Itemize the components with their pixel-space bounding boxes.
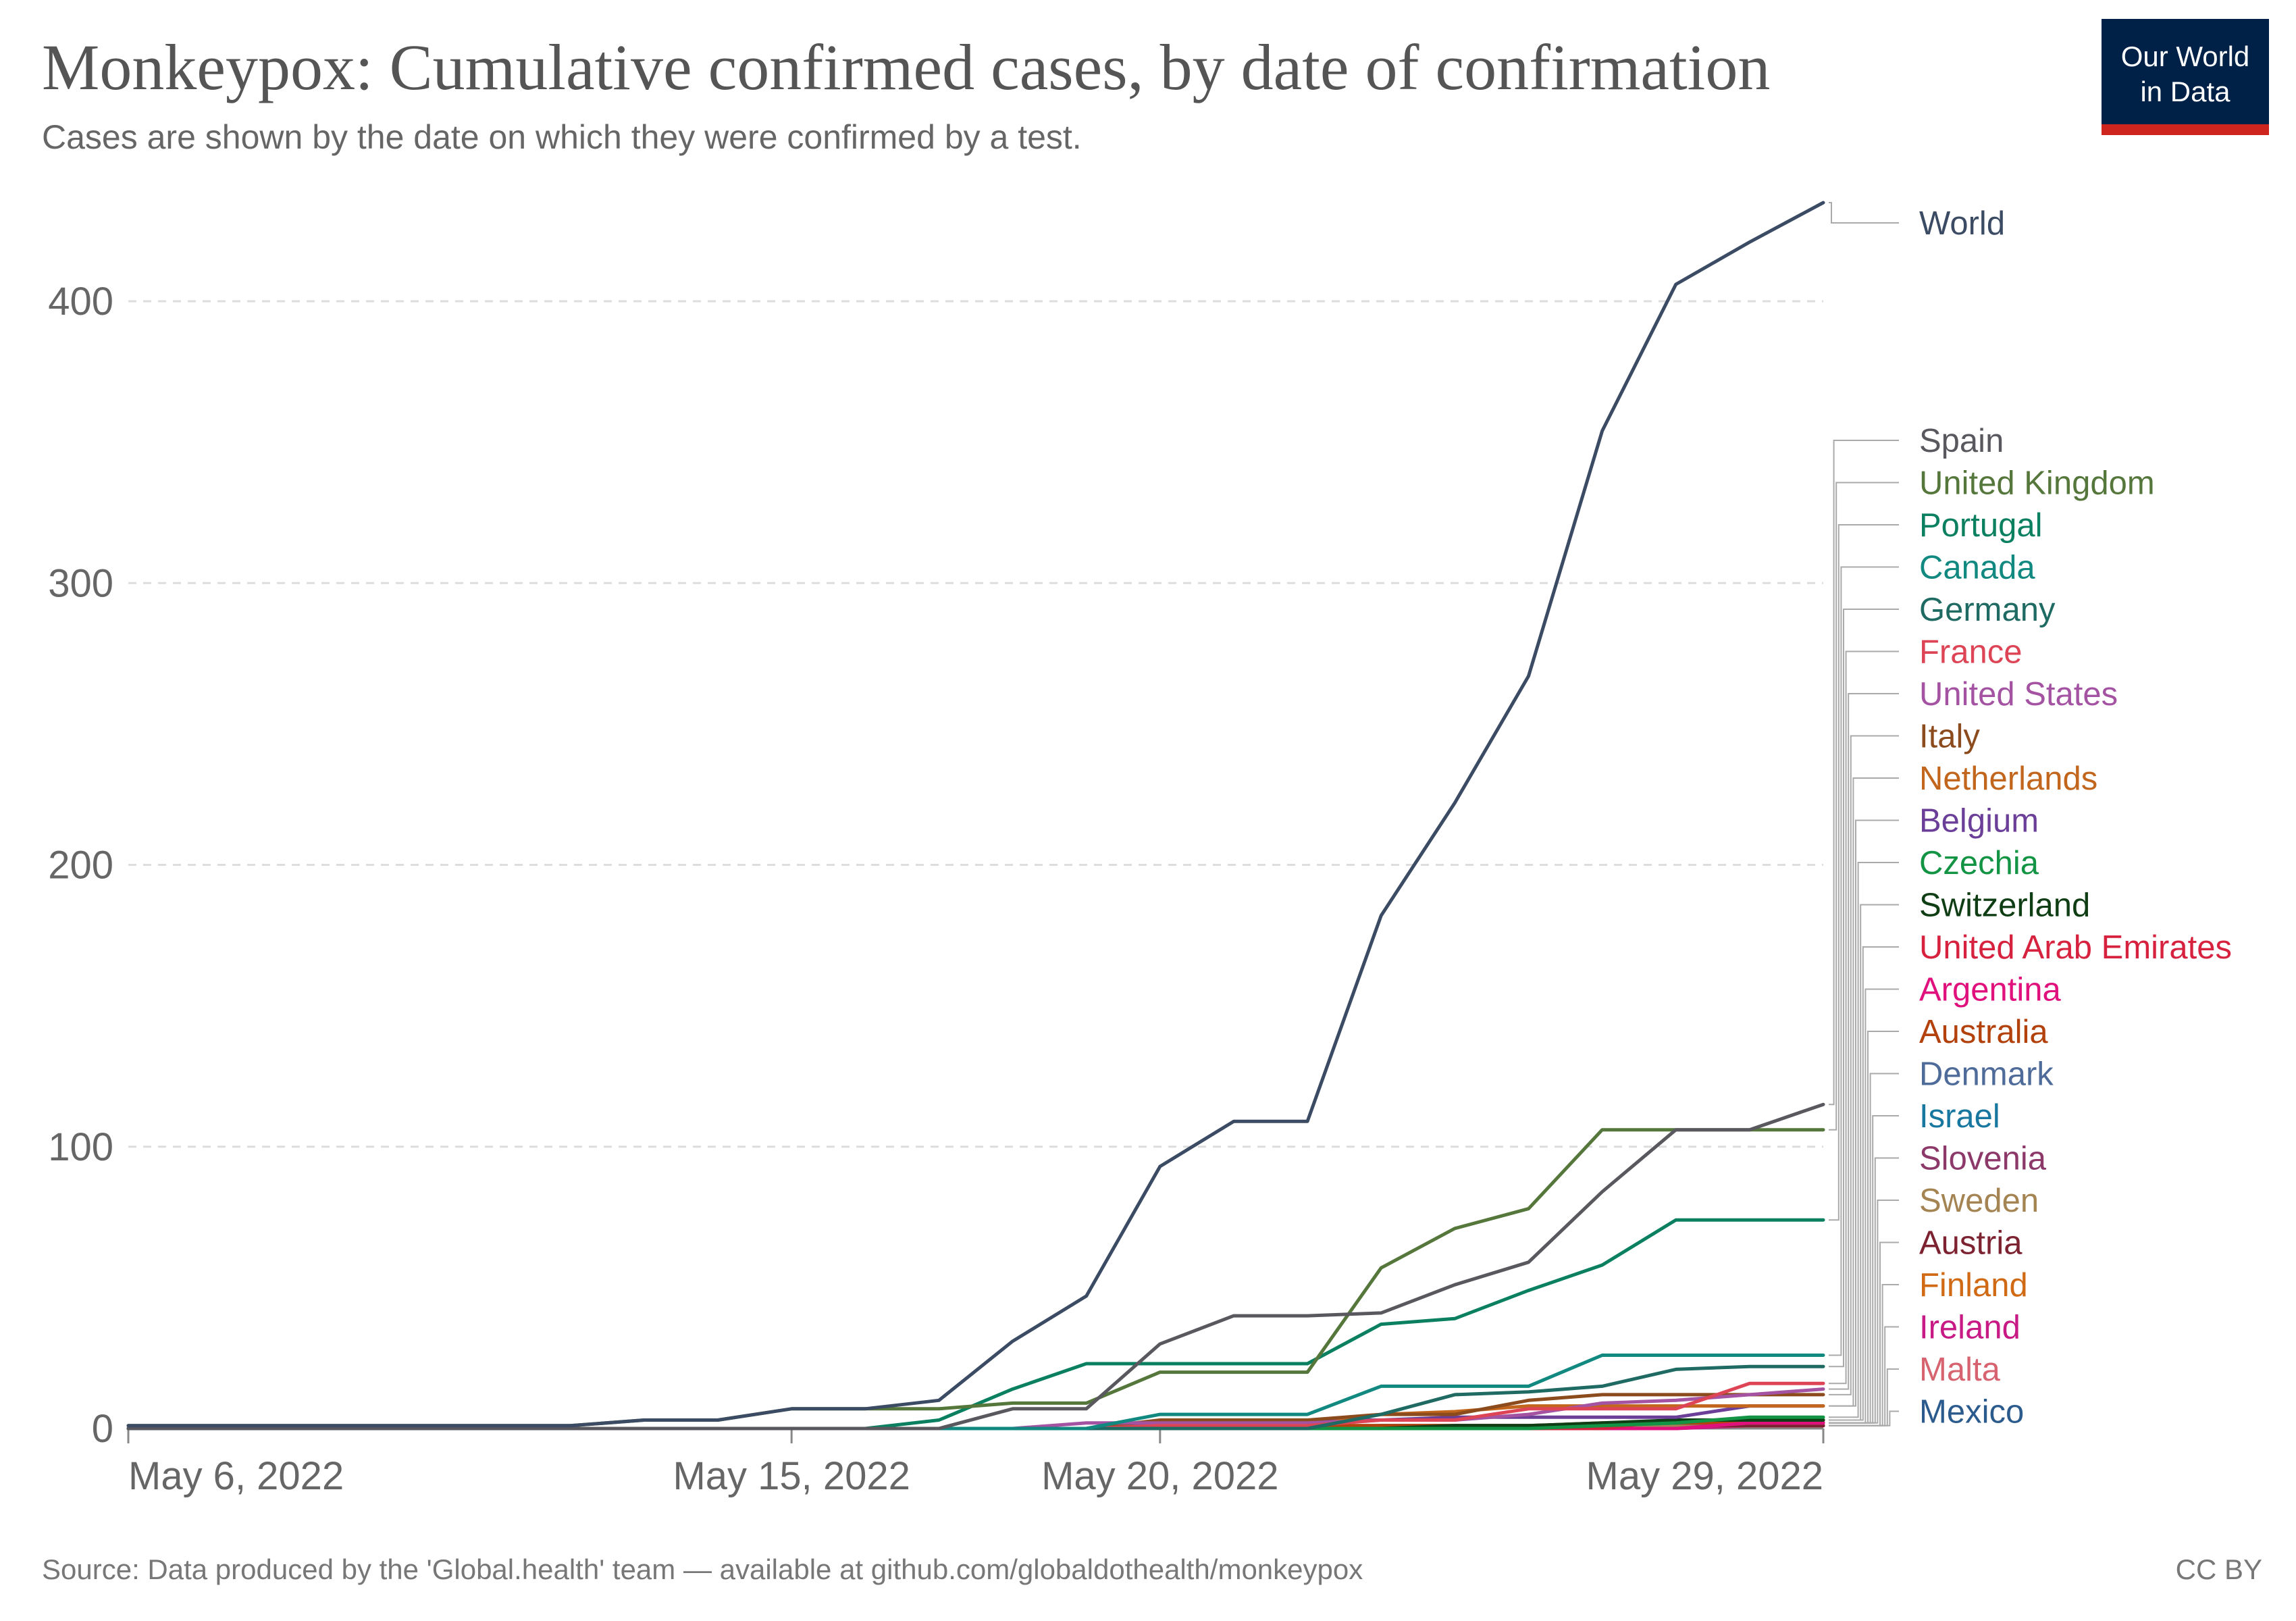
legend-label-spain[interactable]: Spain [1919,423,2004,459]
legend-label-ireland[interactable]: Ireland [1919,1310,2020,1346]
x-tick-label: May 15, 2022 [673,1454,910,1498]
y-axis-ticks: 0 100 200 300 400 [48,280,113,1451]
logo-line-2: in Data [2140,76,2230,107]
legend-leader-line [1829,693,1899,1390]
legend-label-france[interactable]: France [1919,634,2023,671]
legend-label-switzerland[interactable]: Switzerland [1919,887,2090,924]
legend-leader-line [1829,862,1899,1418]
x-tick-label: May 29, 2022 [1586,1454,1823,1498]
series-lines [126,201,1825,1431]
y-tick-label: 0 [92,1407,113,1451]
legend-label-portugal[interactable]: Portugal [1919,507,2043,544]
legend-leader-line [1829,524,1899,1221]
y-tick-label: 300 [48,561,113,605]
x-tick-label: May 6, 2022 [128,1454,344,1498]
legend-leader-line [1829,1241,1899,1426]
source-note: Source: Data produced by the 'Global.hea… [42,1553,1363,1585]
legend-leader-line [1829,735,1899,1395]
legend-label-united-states[interactable]: United States [1919,676,2118,713]
legend-leader-line [1829,482,1899,1131]
legend-label-malta[interactable]: Malta [1919,1352,2001,1388]
owid-logo[interactable]: Our World in Data [2102,19,2269,135]
license-label[interactable]: CC BY [2176,1553,2262,1585]
legend-label-australia[interactable]: Australia [1919,1014,2048,1050]
legend-label-sweden[interactable]: Sweden [1919,1183,2039,1219]
legend-label-argentina[interactable]: Argentina [1919,972,2062,1008]
y-tick-label: 400 [48,280,113,324]
legend-label-denmark[interactable]: Denmark [1919,1056,2054,1093]
legend-leader-line [1829,440,1899,1106]
legend-leader-line [1829,566,1899,1356]
legend-leader-line [1829,609,1899,1368]
legend-label-world[interactable]: World [1919,205,2005,242]
x-axis: May 6, 2022 May 15, 2022 May 20, 2022 May 2… [127,1427,1825,1498]
legend-label-belgium[interactable]: Belgium [1919,803,2039,840]
y-tick-label: 200 [48,844,113,887]
legend-label-germany[interactable]: Germany [1919,592,2056,628]
legend-label-israel[interactable]: Israel [1919,1098,2000,1135]
legend-label-italy[interactable]: Italy [1919,719,1980,755]
legend-leader-line [1829,650,1899,1385]
legend-label-united-arab-emirates[interactable]: United Arab Emirates [1919,929,2232,966]
logo-line-1: Our World [2121,41,2250,72]
legend-label-finland[interactable]: Finland [1919,1267,2028,1304]
gridlines [128,300,1823,1148]
legend-leader-line [1829,1200,1899,1424]
legend: World Spain United Kingdom Portugal Canada Ge… [1829,202,2232,1431]
logo-accent-bar [2102,124,2269,135]
legend-leader-line [1829,202,1899,224]
legend-label-austria[interactable]: Austria [1919,1225,2023,1262]
legend-label-united-kingdom[interactable]: United Kingdom [1919,465,2155,502]
legend-label-slovenia[interactable]: Slovenia [1919,1141,2047,1177]
chart-subtitle: Cases are shown by the date on which the… [42,118,1082,156]
legend-leader-line [1829,819,1899,1407]
legend-label-mexico[interactable]: Mexico [1919,1394,2024,1431]
series-line-spain[interactable] [126,1102,1825,1431]
legend-leader-line [1829,946,1899,1421]
logo-background [2102,19,2269,130]
y-tick-label: 100 [48,1125,113,1169]
legend-label-canada[interactable]: Canada [1919,550,2035,586]
series-line-world[interactable] [126,201,1825,1428]
legend-leader-line [1829,1326,1899,1426]
legend-leader-line [1829,1410,1899,1426]
chart-title: Monkeypox: Cumulative confirmed cases, b… [42,31,1770,103]
x-tick-label: May 20, 2022 [1041,1454,1278,1498]
legend-label-netherlands[interactable]: Netherlands [1919,761,2097,797]
legend-label-czechia[interactable]: Czechia [1919,845,2039,881]
